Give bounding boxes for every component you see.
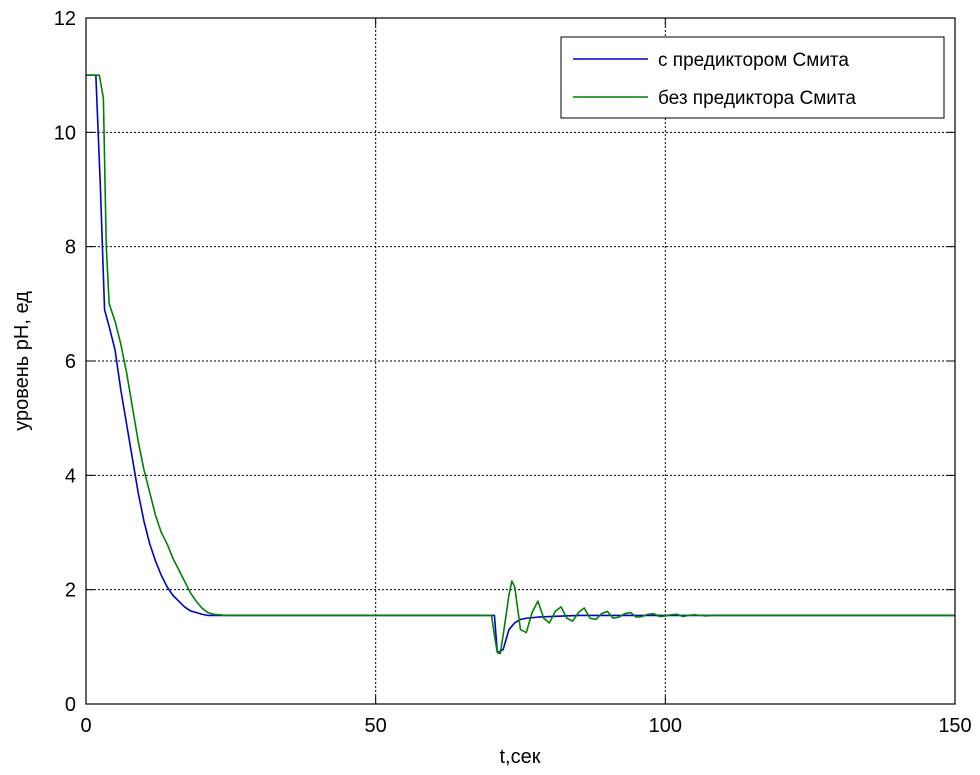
y-tick-label: 2 — [65, 580, 76, 602]
legend: с предиктором Смита без предиктора Смита — [560, 36, 945, 119]
ticks: 0 50 100 150 0 2 4 6 8 10 12 — [54, 8, 972, 737]
series-line-1 — [86, 74, 955, 654]
y-tick-label: 4 — [65, 465, 76, 487]
legend-label-2: без предиктора Смита — [658, 88, 856, 109]
y-tick-label: 8 — [65, 237, 76, 259]
x-tick-label: 150 — [938, 715, 971, 737]
legend-items: с предиктором Смита без предиктора Смита — [573, 50, 856, 109]
y-tick-label: 0 — [65, 694, 76, 716]
x-tick-label: 50 — [365, 715, 387, 737]
y-tick-label: 10 — [54, 122, 76, 144]
legend-label-1: с предиктором Смита — [658, 50, 849, 71]
grid — [86, 18, 955, 704]
x-tick-label: 100 — [649, 715, 682, 737]
legend-box — [560, 36, 945, 119]
x-axis-label: t,сек — [500, 746, 541, 768]
x-tick-label: 0 — [80, 715, 91, 737]
y-axis-label: уровень pH, ед — [11, 291, 33, 431]
series-line-2 — [86, 74, 955, 655]
y-tick-label: 6 — [65, 351, 76, 373]
plot-area — [86, 18, 955, 704]
series-layer — [86, 74, 955, 655]
y-tick-label: 12 — [54, 8, 76, 30]
